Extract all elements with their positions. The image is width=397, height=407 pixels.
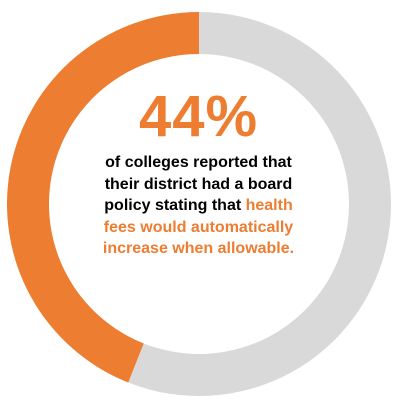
- center-caption: of colleges reported that their district…: [88, 152, 309, 260]
- caption-highlight: health fees would automatically increase…: [102, 197, 295, 257]
- donut-slices: [6, 12, 392, 396]
- caption-prefix: of colleges reported that their district…: [104, 154, 293, 214]
- donut-slice-1: [6, 12, 199, 383]
- center-text-block: 44% of colleges reported that their dist…: [88, 84, 309, 260]
- center-percent-value: 44%: [138, 84, 259, 149]
- donut-slice-2: [128, 12, 392, 396]
